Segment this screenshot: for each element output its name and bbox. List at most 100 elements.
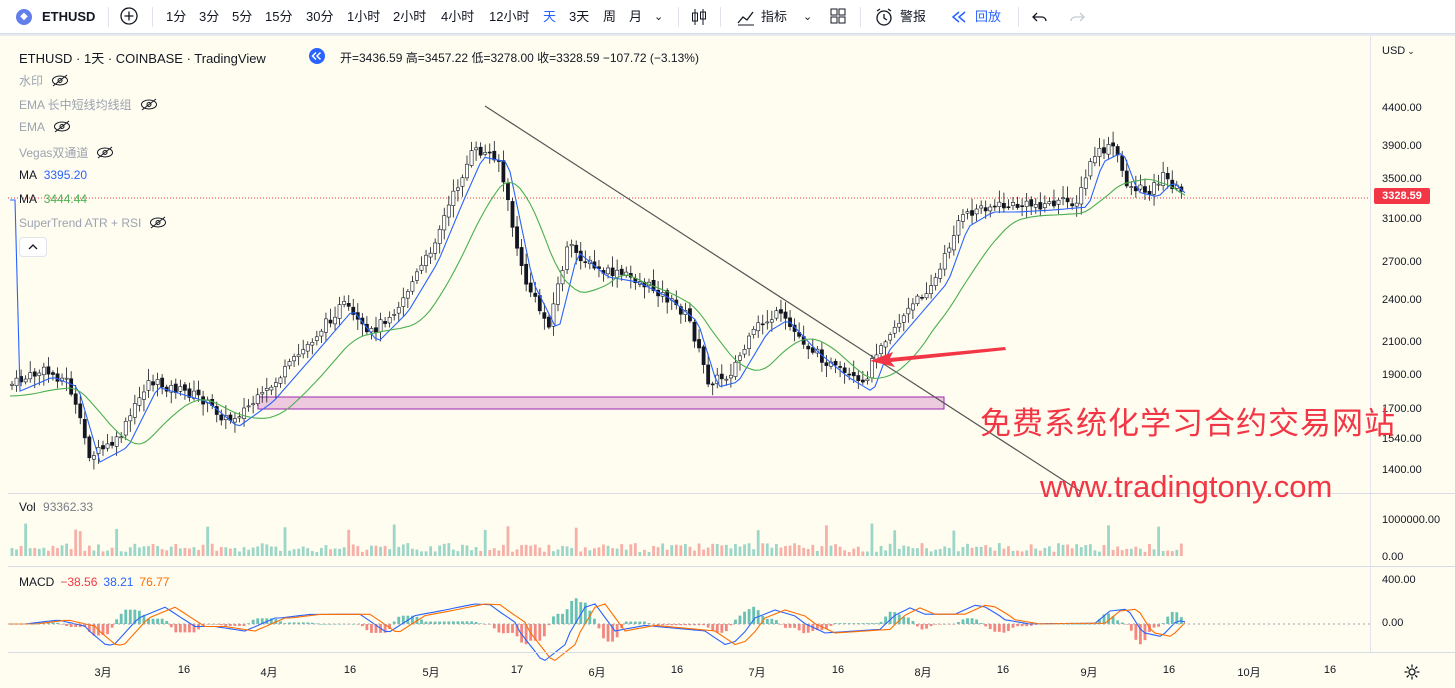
symbol-search-button[interactable]: ETHUSD xyxy=(42,9,96,24)
macd-histogram-bar xyxy=(174,624,178,633)
indicator-supertrend[interactable]: SuperTrend ATR + RSI xyxy=(19,216,167,232)
volume-bar xyxy=(92,550,96,556)
candle-body xyxy=(710,383,715,386)
volume-bar xyxy=(620,544,624,556)
currency-selector[interactable]: USD ⌄ xyxy=(1382,45,1415,57)
time-axis-divider xyxy=(8,652,1455,653)
volume-bar xyxy=(115,528,119,556)
candle-body xyxy=(451,190,456,206)
macd-histogram-bar xyxy=(215,624,219,625)
undo-icon[interactable] xyxy=(1031,6,1049,28)
volume-bar xyxy=(142,546,146,556)
interval-15m[interactable]: 15分 xyxy=(265,9,293,24)
chart-logo-icon[interactable] xyxy=(308,47,326,68)
macd-histogram-bar xyxy=(206,624,210,625)
macd-histogram-bar xyxy=(1166,616,1170,624)
layout-grid-icon[interactable] xyxy=(829,7,847,29)
volume-bar xyxy=(133,543,137,556)
replay-rewind-icon[interactable] xyxy=(951,6,967,28)
interval-30m[interactable]: 30分 xyxy=(306,9,334,24)
volume-bar xyxy=(333,548,337,556)
interval-5m[interactable]: 5分 xyxy=(232,9,253,24)
interval-1m[interactable]: 1分 xyxy=(166,9,187,24)
alert-clock-icon[interactable] xyxy=(874,6,894,28)
interval-1d[interactable]: 天 xyxy=(543,9,557,24)
candle-body xyxy=(10,383,14,386)
redo-icon[interactable] xyxy=(1068,6,1086,28)
volume-value: 93362.33 xyxy=(43,500,94,514)
macd-histogram-bar xyxy=(542,624,546,637)
indicator-watermark-label: 水印 xyxy=(19,74,44,88)
candle-body xyxy=(697,339,701,349)
volume-bar xyxy=(1134,546,1138,556)
interval-1w[interactable]: 周 xyxy=(603,9,617,24)
interval-1mo[interactable]: 月 xyxy=(629,9,643,24)
volume-bar xyxy=(347,529,351,556)
candle-body xyxy=(278,377,283,384)
candle-body xyxy=(897,322,902,328)
indicators-icon[interactable] xyxy=(736,6,756,28)
volume-bar xyxy=(1011,550,1015,556)
collapse-legend-button[interactable] xyxy=(19,237,47,257)
volume-bar xyxy=(292,549,296,556)
macd-histogram-bar xyxy=(938,624,942,625)
volume-bar xyxy=(297,548,301,556)
alert-button[interactable]: 警报 xyxy=(900,9,927,24)
macd-histogram-bar xyxy=(324,623,328,625)
hidden-eye-icon[interactable] xyxy=(149,216,167,232)
price-chart-canvas[interactable] xyxy=(0,36,1455,688)
indicator-watermark[interactable]: 水印 xyxy=(19,72,69,90)
macd-histogram-bar xyxy=(160,618,164,624)
interval-4h[interactable]: 4小时 xyxy=(441,9,475,24)
macd-histogram-bar xyxy=(724,624,728,632)
indicator-ema[interactable]: EMA xyxy=(19,120,71,136)
volume-bar xyxy=(420,551,423,556)
indicator-ma-slow[interactable]: MA 3444.44 xyxy=(19,192,87,206)
indicators-chevron-icon[interactable]: ⌄ xyxy=(803,11,813,23)
hidden-eye-icon[interactable] xyxy=(140,98,158,114)
volume-bar xyxy=(788,545,792,556)
interval-dropdown-chevron-icon[interactable]: ⌄ xyxy=(654,11,664,23)
candle-body xyxy=(747,335,752,349)
volume-bar xyxy=(756,530,760,556)
indicator-vegas-label: Vegas双通道 xyxy=(19,146,89,160)
candle-body xyxy=(269,386,274,391)
candle-body xyxy=(173,383,178,393)
candle-body xyxy=(906,307,911,315)
indicator-vegas[interactable]: Vegas双通道 xyxy=(19,144,114,162)
indicator-ema-group[interactable]: EMA 长中短线均线组 xyxy=(19,96,158,114)
macd-histogram-bar xyxy=(752,606,756,624)
compare-add-icon[interactable] xyxy=(118,5,140,27)
candle-body xyxy=(760,323,765,326)
interval-1h[interactable]: 1小时 xyxy=(347,9,381,24)
interval-3m[interactable]: 3分 xyxy=(199,9,220,24)
candlestick-chart-type-icon[interactable] xyxy=(690,6,708,28)
macd-histogram-bar xyxy=(47,622,50,624)
hidden-eye-icon[interactable] xyxy=(53,120,71,136)
candle-body xyxy=(847,373,852,376)
macd-histogram-bar xyxy=(661,624,665,626)
volume-bar xyxy=(283,527,287,556)
volume-bar xyxy=(156,546,159,556)
macd-histogram-bar xyxy=(606,624,610,642)
macd-histogram-bar xyxy=(92,624,96,636)
macd-histogram-bar xyxy=(920,624,924,630)
macd-legend[interactable]: MACD −38.56 38.21 76.77 xyxy=(19,575,169,589)
hidden-eye-icon[interactable] xyxy=(96,146,114,162)
macd-histogram-bar xyxy=(593,618,596,624)
hidden-eye-icon[interactable] xyxy=(51,74,69,90)
candle-body xyxy=(1138,184,1143,190)
macd-histogram-bar xyxy=(101,624,105,635)
interval-12h[interactable]: 12小时 xyxy=(489,9,530,24)
indicator-ma-fast[interactable]: MA 3395.20 xyxy=(19,168,87,182)
interval-3d[interactable]: 3天 xyxy=(569,9,590,24)
chart-settings-gear-icon[interactable] xyxy=(1403,663,1421,686)
chart-area[interactable]: ETHUSD · 1天 · COINBASE · TradingView 开=3… xyxy=(0,36,1455,688)
interval-2h[interactable]: 2小时 xyxy=(393,9,427,24)
replay-button[interactable]: 回放 xyxy=(975,9,1002,24)
volume-legend[interactable]: Vol 93362.33 xyxy=(19,500,93,514)
volume-bar xyxy=(825,525,828,556)
macd-histogram-bar xyxy=(734,619,737,624)
volume-bar xyxy=(920,543,924,556)
indicators-button[interactable]: 指标 xyxy=(761,9,788,24)
